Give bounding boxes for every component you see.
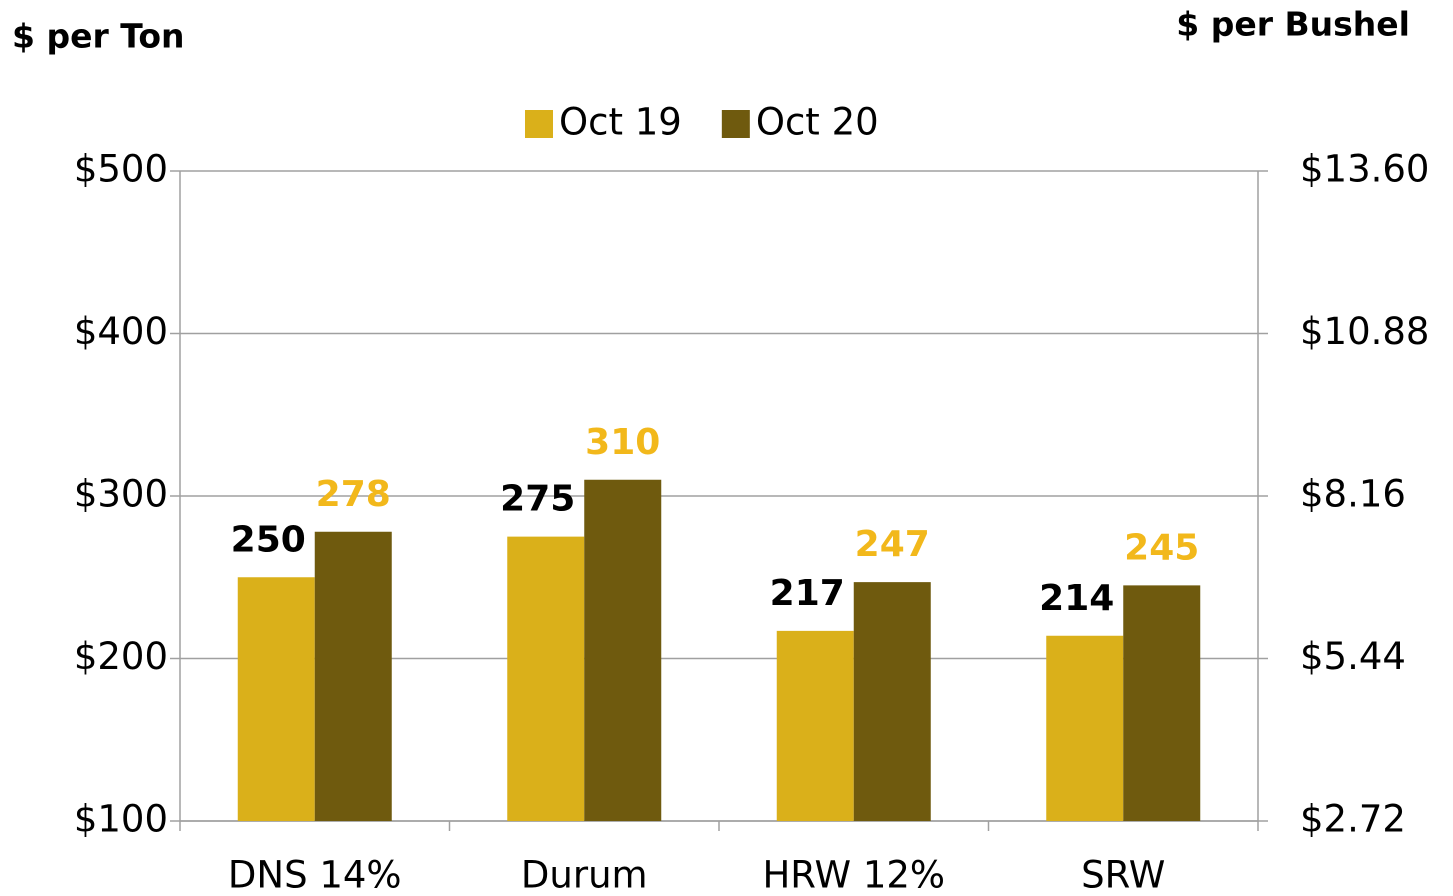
bar (237, 577, 315, 821)
bar (314, 531, 392, 821)
bar (1123, 585, 1201, 821)
x-tick-label: Durum (521, 854, 648, 896)
y2-tick-label: $5.44 (1300, 635, 1406, 678)
legend-label: Oct 19 (559, 101, 682, 144)
y-tick-label: $300 (74, 473, 168, 516)
x-tick-label: DNS 14% (228, 854, 402, 896)
legend-swatch (525, 110, 553, 138)
y2-tick-label: $8.16 (1300, 473, 1406, 516)
data-label: 278 (316, 474, 391, 515)
y2-tick-label: $2.72 (1300, 798, 1406, 841)
data-label: 250 (231, 519, 306, 560)
bar (1046, 635, 1124, 821)
x-tick-label: HRW 12% (762, 854, 945, 896)
data-label: 310 (585, 422, 660, 463)
y-tick-label: $200 (74, 635, 168, 678)
y-axis-title: $ per Ton (12, 17, 185, 56)
x-tick-label: SRW (1081, 854, 1165, 896)
bar (584, 479, 662, 821)
legend-label: Oct 20 (756, 101, 879, 144)
y-tick-label: $100 (74, 798, 168, 841)
data-label: 245 (1124, 527, 1199, 568)
bar (507, 536, 585, 821)
y-tick-label: $400 (74, 310, 168, 353)
bar (853, 582, 931, 821)
bar (776, 630, 854, 821)
data-label: 247 (855, 524, 930, 565)
data-label: 217 (770, 573, 845, 614)
data-label: 275 (500, 479, 575, 520)
data-label: 214 (1039, 578, 1114, 619)
y2-tick-label: $10.88 (1300, 310, 1429, 353)
y2-tick-label: $13.60 (1300, 148, 1429, 191)
y2-axis-title: $ per Bushel (1176, 5, 1410, 44)
y-tick-label: $500 (74, 148, 168, 191)
legend-swatch (721, 110, 750, 138)
